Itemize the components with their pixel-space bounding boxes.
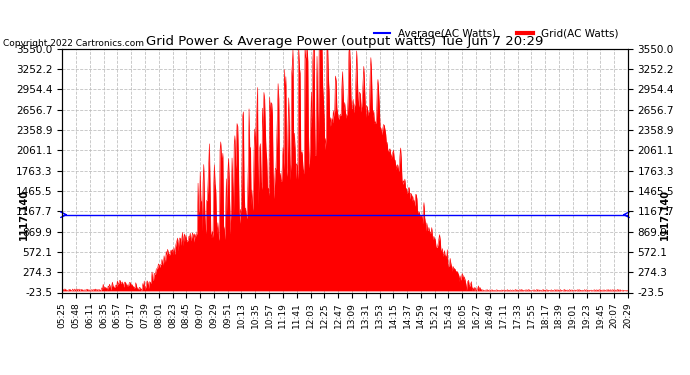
Legend: Average(AC Watts), Grid(AC Watts): Average(AC Watts), Grid(AC Watts) [370, 25, 622, 43]
Title: Grid Power & Average Power (output watts) Tue Jun 7 20:29: Grid Power & Average Power (output watts… [146, 34, 544, 48]
Text: 1117.140: 1117.140 [19, 189, 28, 240]
Text: Copyright 2022 Cartronics.com: Copyright 2022 Cartronics.com [3, 39, 144, 48]
Text: 1117.140: 1117.140 [660, 189, 670, 240]
